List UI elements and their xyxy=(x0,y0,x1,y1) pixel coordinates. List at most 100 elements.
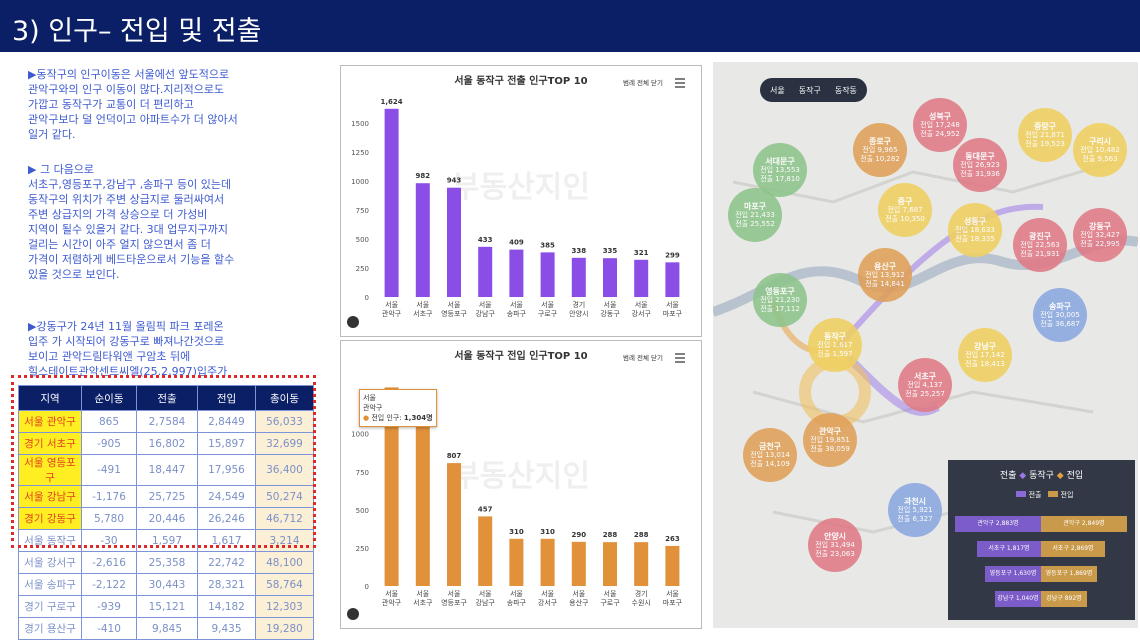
value-label: 310 xyxy=(540,528,555,536)
paragraph: ▶강동구가 24년 11월 올림픽 파크 포레온 입주 가 시작되어 강동구로 … xyxy=(28,320,228,378)
table-cell: 5,780 xyxy=(81,507,137,530)
bar xyxy=(384,108,399,297)
in-label: 전입 21,230 xyxy=(760,295,800,304)
district-bubble[interactable]: 중랑구 전입 21,871 전출 19,523 xyxy=(1018,108,1072,162)
district-bubble[interactable]: 금천구 전입 13,014 전출 14,109 xyxy=(743,428,797,482)
in-label: 전입 13,553 xyxy=(760,165,800,174)
x-tick-label: 서울 송파구 xyxy=(506,590,527,607)
bar xyxy=(603,258,617,297)
in-label: 전입 17,142 xyxy=(965,350,1005,359)
district-name: 중랑구 xyxy=(1033,121,1057,131)
bar xyxy=(415,183,430,297)
y-tick-label: 750 xyxy=(356,469,369,477)
in-label: 전입 10,482 xyxy=(1080,145,1120,154)
flow-legend-panel: 전출 ◆ 동작구 ◆ 전입 전출 전입 관악구 2,883명 관악구 2,849명 서초구… xyxy=(948,460,1135,620)
in-label: 전입 32,427 xyxy=(1080,230,1120,239)
district-bubble[interactable]: 종로구 전입 9,965 전출 10,282 xyxy=(853,123,907,177)
x-tick-label: 서울 강남구 xyxy=(475,590,495,607)
y-tick-label: 1000 xyxy=(351,431,369,439)
out-label: 전출 25,552 xyxy=(735,219,775,228)
bar xyxy=(540,538,555,586)
y-tick-label: 0 xyxy=(365,583,369,591)
in-label: 전입 31,494 xyxy=(815,540,855,549)
value-label: 409 xyxy=(509,239,524,247)
header: 3) 인구– 전입 및 전출 xyxy=(0,0,1140,52)
bar xyxy=(478,516,493,586)
bar xyxy=(634,542,649,586)
district-bubble[interactable]: 광진구 전입 22,563 전출 21,931 xyxy=(1013,218,1067,272)
bar xyxy=(603,542,617,586)
district-bubble[interactable]: 관악구 전입 19,851 전출 38,059 xyxy=(803,413,857,467)
in-label: 전입 9,965 xyxy=(862,145,898,154)
x-tick-label: 서울 구로구 xyxy=(537,301,558,318)
out-label: 전출 21,931 xyxy=(1020,249,1060,258)
x-tick-label: 서울 구로구 xyxy=(600,590,620,607)
map-control[interactable]: 서울 xyxy=(770,85,785,95)
out-label: 전출 14,841 xyxy=(865,279,905,288)
bar xyxy=(384,387,399,586)
x-tick-label: 서울 영등포구 xyxy=(441,590,467,607)
district-bubble[interactable]: 성북구 전입 17,248 전출 24,952 xyxy=(913,98,967,152)
district-bubble[interactable]: 중구 전입 7,687 전출 10,350 xyxy=(878,183,932,237)
map-control[interactable]: 동작구 xyxy=(798,85,821,95)
table-cell: 12,303 xyxy=(255,595,314,618)
tooltip-line: ● 전입 인구: 1,304명 xyxy=(363,413,433,423)
x-tick-label: 서울 관악구 xyxy=(381,590,402,607)
district-bubble[interactable]: 영등포구 전입 21,230 전출 17,112 xyxy=(753,273,807,327)
tooltip-dot: ● xyxy=(363,414,372,422)
district-bubble[interactable]: 서초구 전입 4,137 전출 25,257 xyxy=(898,358,952,412)
out-label: 전출 6,327 xyxy=(897,514,933,523)
district-bubble[interactable]: 서대문구 전입 13,553 전출 17,810 xyxy=(753,143,807,197)
value-label: 338 xyxy=(571,247,586,255)
bar xyxy=(571,257,586,297)
district-name: 금천구 xyxy=(758,441,782,451)
x-tick-label: 서울 강서구 xyxy=(631,301,651,318)
bar xyxy=(665,545,680,586)
panel-title: 전출 ◆ 동작구 ◆ 전입 xyxy=(948,468,1135,481)
migration-table: 지역 순이동 전출 전입 총이동 서울 관악구 865 2,7584 2,8449 56,033 경… xyxy=(18,385,314,640)
paragraph: ▶동작구의 인구이동은 서울에선 앞도적으로 관악구와의 인구 이동이 많다.지… xyxy=(28,68,238,141)
map-controls[interactable]: 서울 동작구 동작동 xyxy=(760,78,867,102)
in-label: 전입 17,248 xyxy=(920,120,960,129)
table-cell: -939 xyxy=(81,595,137,618)
table-cell: 9,435 xyxy=(197,617,256,640)
x-tick-label: 서울 마포구 xyxy=(662,301,683,318)
district-bubble[interactable]: 동대문구 전입 26,923 전출 31,936 xyxy=(953,138,1007,192)
district-bubble[interactable]: 동작구 전입 1,617 전출 1,597 xyxy=(808,318,862,372)
bar xyxy=(509,249,524,297)
district-bubble[interactable]: 송파구 전입 30,005 전출 36,687 xyxy=(1033,288,1087,342)
district-bubble[interactable]: 강남구 전입 17,142 전출 18,413 xyxy=(958,328,1012,382)
district-bubble[interactable]: 마포구 전입 21,433 전출 25,552 xyxy=(728,188,782,242)
district-bubble[interactable]: 성동구 전입 18,633 전출 18,335 xyxy=(948,203,1002,257)
district-bubble[interactable]: 구리시 전입 10,482 전출 9,563 xyxy=(1073,123,1127,177)
district-bubble[interactable]: 안양시 전입 31,494 전출 23,063 xyxy=(808,518,862,572)
in-label: 전입 30,005 xyxy=(1040,310,1080,319)
legend-toggle[interactable]: 범례 전체 닫기 xyxy=(623,353,663,362)
table-cell: 32,699 xyxy=(255,432,314,455)
district-name: 성북구 xyxy=(928,111,952,121)
x-tick-label: 서울 서초구 xyxy=(413,590,433,607)
table-cell: 46,712 xyxy=(255,507,314,530)
x-tick-label: 서울 서초구 xyxy=(413,301,433,318)
district-bubble[interactable]: 강동구 전입 32,427 전출 22,995 xyxy=(1073,208,1127,262)
table-cell: -2,616 xyxy=(81,551,137,574)
value-label: 943 xyxy=(447,177,462,185)
out-label: 전출 17,112 xyxy=(760,304,800,313)
table-cell: -491 xyxy=(81,454,137,486)
legend-toggle[interactable]: 범례 전체 닫기 xyxy=(623,78,663,87)
panel-bar-in: 서초구 2,869명 xyxy=(1041,541,1105,557)
x-tick-label: 서울 영등포구 xyxy=(441,301,467,318)
out-label: 전출 22,995 xyxy=(1080,239,1120,248)
district-bubble[interactable]: 과천시 전입 5,921 전출 6,327 xyxy=(888,483,942,537)
map-control[interactable]: 동작동 xyxy=(834,85,857,95)
value-label: 321 xyxy=(634,249,649,257)
table-cell: -410 xyxy=(81,617,137,640)
header-cell: 지역 xyxy=(18,385,82,411)
district-bubble[interactable]: 용산구 전입 13,912 전출 14,841 xyxy=(858,248,912,302)
value-label: 1,624 xyxy=(381,98,403,106)
x-tick-label: 경기 안양시 xyxy=(569,301,589,318)
chart-title: 서울 동작구 전입 인구TOP 10 xyxy=(454,349,587,362)
y-tick-label: 750 xyxy=(356,207,369,215)
value-label: 982 xyxy=(415,172,430,180)
